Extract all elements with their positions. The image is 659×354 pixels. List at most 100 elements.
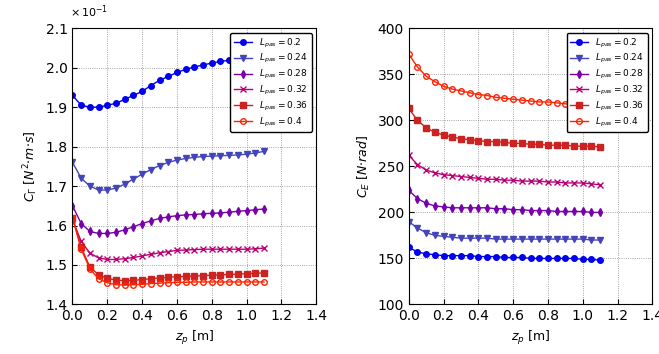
$L_{pas}=0.28$ xyxy=(588,210,596,215)
$L_{pas}=0.36$ xyxy=(86,265,94,269)
$L_{pas}=0.32$ xyxy=(216,247,224,251)
$L_{pas}=0.36$ xyxy=(147,277,155,281)
$L_{pas}=0.4$ xyxy=(474,92,482,97)
$L_{pas}=0.32$ xyxy=(86,251,94,255)
$L_{pas}=0.4$ xyxy=(518,98,526,102)
$L_{pas}=0.28$ xyxy=(69,204,76,208)
Line: $L_{pas}=0.2$: $L_{pas}=0.2$ xyxy=(406,245,603,263)
$L_{pas}=0.32$ xyxy=(182,248,190,252)
$L_{pas}=0.4$ xyxy=(483,93,491,98)
Line: $L_{pas}=0.28$: $L_{pas}=0.28$ xyxy=(406,188,603,215)
$L_{pas}=0.28$ xyxy=(561,209,569,213)
$L_{pas}=0.36$ xyxy=(164,275,172,279)
X-axis label: $z_p$ [m]: $z_p$ [m] xyxy=(175,329,214,347)
$L_{pas}=0.24$ xyxy=(164,160,172,165)
$L_{pas}=0.28$ xyxy=(243,209,250,213)
Line: $L_{pas}=0.4$: $L_{pas}=0.4$ xyxy=(406,51,603,110)
$L_{pas}=0.4$ xyxy=(413,65,421,69)
$L_{pas}=0.24$ xyxy=(147,167,155,172)
$L_{pas}=0.28$ xyxy=(448,206,456,210)
$L_{pas}=0.28$ xyxy=(234,209,242,213)
$L_{pas}=0.28$ xyxy=(466,206,474,210)
$L_{pas}=0.24$ xyxy=(413,226,421,230)
$L_{pas}=0.4$ xyxy=(501,96,509,101)
$L_{pas}=0.28$ xyxy=(509,207,517,212)
$L_{pas}=0.24$ xyxy=(243,152,250,156)
$L_{pas}=0.2$ xyxy=(69,93,76,97)
$L_{pas}=0.24$ xyxy=(234,153,242,157)
$L_{pas}=0.24$ xyxy=(544,237,552,241)
$L_{pas}=0.32$ xyxy=(509,178,517,182)
$L_{pas}=0.24$ xyxy=(501,237,509,241)
$L_{pas}=0.36$ xyxy=(413,118,421,122)
$L_{pas}=0.32$ xyxy=(138,254,146,258)
$L_{pas}=0.24$ xyxy=(431,233,439,238)
$L_{pas}=0.32$ xyxy=(457,175,465,179)
$L_{pas}=0.28$ xyxy=(474,206,482,210)
$L_{pas}=0.28$ xyxy=(129,224,137,229)
$L_{pas}=0.32$ xyxy=(483,177,491,181)
$L_{pas}=0.32$ xyxy=(260,246,268,250)
$L_{pas}=0.28$ xyxy=(164,215,172,219)
$L_{pas}=0.24$ xyxy=(483,236,491,240)
$L_{pas}=0.4$ xyxy=(466,91,474,95)
$L_{pas}=0.28$ xyxy=(260,207,268,211)
$L_{pas}=0.4$ xyxy=(147,281,155,286)
$L_{pas}=0.28$ xyxy=(112,230,120,234)
$L_{pas}=0.28$ xyxy=(483,206,491,210)
$L_{pas}=0.28$ xyxy=(156,216,163,221)
$L_{pas}=0.36$ xyxy=(553,143,561,147)
$L_{pas}=0.36$ xyxy=(243,272,250,276)
Line: $L_{pas}=0.32$: $L_{pas}=0.32$ xyxy=(70,217,267,262)
$L_{pas}=0.2$ xyxy=(518,255,526,259)
$L_{pas}=0.24$ xyxy=(518,237,526,241)
$L_{pas}=0.2$ xyxy=(86,105,94,109)
$L_{pas}=0.24$ xyxy=(596,238,604,242)
$L_{pas}=0.24$ xyxy=(138,172,146,176)
$L_{pas}=0.32$ xyxy=(570,181,578,185)
$L_{pas}=0.28$ xyxy=(535,209,543,213)
$L_{pas}=0.24$ xyxy=(121,182,129,186)
$L_{pas}=0.32$ xyxy=(405,153,413,158)
$L_{pas}=0.2$ xyxy=(77,103,85,107)
$L_{pas}=0.4$ xyxy=(69,216,76,220)
$L_{pas}=0.32$ xyxy=(596,183,604,187)
$L_{pas}=0.2$ xyxy=(527,256,534,261)
$L_{pas}=0.24$ xyxy=(182,156,190,161)
$L_{pas}=0.24$ xyxy=(474,236,482,240)
$L_{pas}=0.4$ xyxy=(173,280,181,285)
$L_{pas}=0.4$ xyxy=(234,280,242,284)
$L_{pas}=0.2$ xyxy=(164,74,172,79)
$L_{pas}=0.32$ xyxy=(431,171,439,175)
$L_{pas}=0.4$ xyxy=(199,280,207,284)
X-axis label: $z_p$ [m]: $z_p$ [m] xyxy=(511,329,550,347)
$L_{pas}=0.36$ xyxy=(208,273,215,278)
$L_{pas}=0.28$ xyxy=(570,209,578,213)
$L_{pas}=0.24$ xyxy=(588,238,596,242)
$L_{pas}=0.2$ xyxy=(147,84,155,88)
$L_{pas}=0.24$ xyxy=(405,219,413,224)
Line: $L_{pas}=0.24$: $L_{pas}=0.24$ xyxy=(406,219,603,243)
$L_{pas}=0.2$ xyxy=(501,255,509,259)
$L_{pas}=0.36$ xyxy=(190,274,198,278)
$L_{pas}=0.32$ xyxy=(492,177,500,181)
$L_{pas}=0.24$ xyxy=(112,186,120,190)
$L_{pas}=0.28$ xyxy=(440,205,447,209)
$L_{pas}=0.24$ xyxy=(216,154,224,158)
$L_{pas}=0.2$ xyxy=(561,256,569,261)
$L_{pas}=0.2$ xyxy=(535,256,543,261)
$L_{pas}=0.24$ xyxy=(190,155,198,159)
$L_{pas}=0.28$ xyxy=(199,212,207,216)
Line: $L_{pas}=0.36$: $L_{pas}=0.36$ xyxy=(70,215,267,284)
$L_{pas}=0.36$ xyxy=(501,140,509,144)
$L_{pas}=0.36$ xyxy=(129,278,137,282)
Line: $L_{pas}=0.36$: $L_{pas}=0.36$ xyxy=(406,105,603,150)
$L_{pas}=0.36$ xyxy=(483,139,491,144)
$L_{pas}=0.28$ xyxy=(431,204,439,208)
$L_{pas}=0.32$ xyxy=(199,247,207,251)
$L_{pas}=0.4$ xyxy=(405,52,413,56)
$L_{pas}=0.2$ xyxy=(251,55,259,59)
$L_{pas}=0.36$ xyxy=(112,278,120,282)
$L_{pas}=0.32$ xyxy=(112,257,120,262)
$L_{pas}=0.4$ xyxy=(251,280,259,284)
